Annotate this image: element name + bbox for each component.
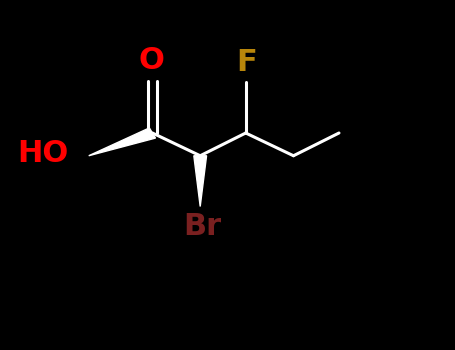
Polygon shape	[89, 128, 156, 156]
Text: HO: HO	[17, 140, 68, 168]
Text: F: F	[236, 48, 257, 77]
Text: O: O	[139, 46, 164, 75]
Polygon shape	[194, 156, 207, 206]
Text: Br: Br	[183, 212, 222, 241]
